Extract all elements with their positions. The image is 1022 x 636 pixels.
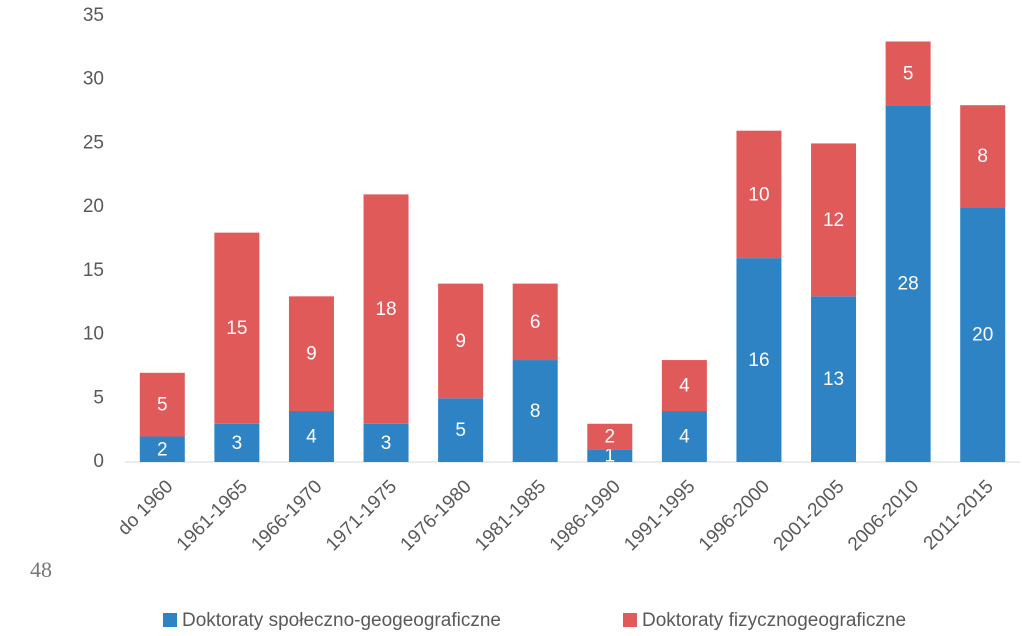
data-label: 1	[605, 446, 616, 467]
data-label: 3	[232, 433, 243, 454]
bar-segment	[139, 372, 185, 437]
y-tick-label: 0	[93, 451, 104, 472]
data-label: 3	[381, 433, 392, 454]
x-tick-label: 2011-2015	[920, 476, 998, 554]
data-label: 13	[823, 369, 844, 390]
x-tick-label: 1971-1975	[322, 476, 401, 555]
y-tick-label: 30	[83, 69, 104, 90]
x-tick-label: 2001-2005	[770, 476, 849, 555]
bar-segment	[885, 105, 931, 462]
bar-segment	[512, 360, 558, 462]
bar-segment	[363, 194, 409, 424]
data-label: 4	[306, 427, 317, 448]
data-label: 28	[898, 274, 919, 295]
bar-segment	[438, 398, 484, 462]
bar-segment	[288, 411, 334, 462]
data-label: 4	[679, 376, 690, 397]
data-label: 10	[748, 184, 769, 205]
legend-label: Doktoraty społeczno-geogeograficzne	[182, 610, 501, 631]
bar-segment	[960, 207, 1006, 462]
x-tick-label: 1981-1985	[471, 476, 550, 555]
bar-segment	[587, 423, 633, 450]
data-label: 9	[306, 344, 317, 365]
x-tick-label: 1986-1990	[546, 476, 625, 555]
x-tick-label: do 1960	[114, 476, 177, 539]
y-tick-label: 20	[83, 196, 104, 217]
bar-segment	[139, 436, 185, 462]
x-tick-label: 1976-1980	[397, 476, 476, 555]
legend-label: Doktoraty fizycznogeograficzne	[642, 610, 906, 631]
data-label: 6	[530, 312, 541, 333]
y-tick-label: 25	[83, 132, 104, 153]
y-tick-label: 35	[83, 5, 104, 26]
bar-segment	[661, 360, 707, 412]
data-label: 20	[972, 325, 993, 346]
bar-segment	[512, 283, 558, 361]
data-label: 8	[977, 146, 988, 167]
data-label: 5	[903, 63, 914, 84]
bar-segment	[736, 130, 782, 259]
data-label: 5	[455, 420, 466, 441]
data-label: 8	[530, 401, 541, 422]
data-label: 16	[748, 350, 769, 371]
bar-segment	[214, 423, 260, 462]
data-label: 9	[455, 331, 466, 352]
bar-segment	[811, 143, 857, 297]
legend-swatch	[163, 613, 177, 627]
bar-segment	[736, 258, 782, 462]
bar-segment	[960, 105, 1006, 208]
x-tick-label: 1996-2000	[695, 476, 774, 555]
data-label: 15	[226, 318, 247, 339]
y-tick-label: 5	[93, 387, 104, 408]
legend-swatch	[623, 613, 637, 627]
x-tick-label: 1966-1970	[247, 476, 326, 555]
bar-segment	[363, 423, 409, 462]
bar-segment	[885, 41, 931, 106]
x-tick-label: 1961-1965	[173, 476, 252, 555]
page-number: 48	[30, 557, 52, 582]
data-label: 4	[679, 427, 690, 448]
bar-segment	[214, 232, 260, 424]
data-label: 18	[375, 299, 396, 320]
y-tick-label: 10	[83, 324, 104, 345]
x-tick-label: 2006-2010	[844, 476, 923, 555]
data-label: 2	[605, 427, 616, 448]
bar-segment	[288, 296, 334, 412]
data-label: 5	[157, 395, 168, 416]
x-tick-label: 1991-1995	[620, 476, 699, 555]
y-tick-label: 15	[83, 260, 104, 281]
bar-segment	[661, 411, 707, 462]
data-label: 2	[157, 439, 168, 460]
bar-segment	[811, 296, 857, 462]
data-label: 12	[823, 210, 844, 231]
bar-segment	[438, 283, 484, 399]
bar-segment	[587, 449, 633, 462]
